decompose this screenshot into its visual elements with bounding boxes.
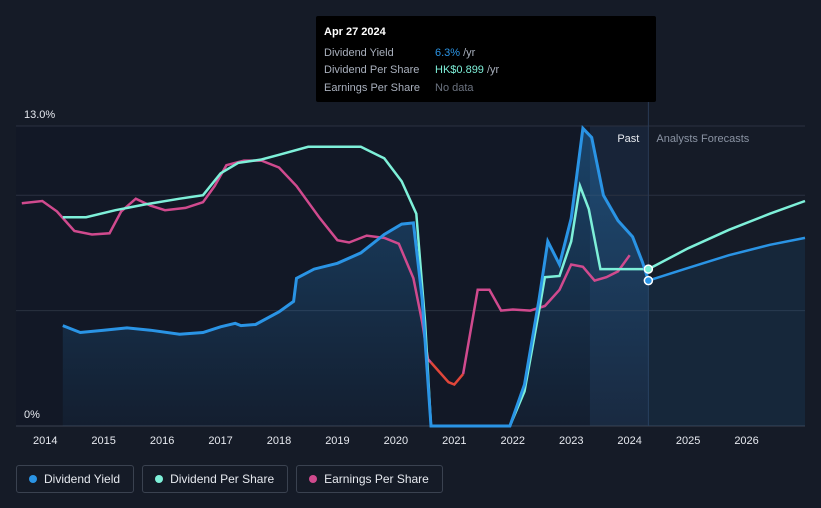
dividend-yield-area xyxy=(62,128,649,427)
tooltip-unit: /yr xyxy=(486,64,500,77)
earnings-per-share-line xyxy=(21,159,631,375)
x-tick-label: 2024 xyxy=(617,435,641,447)
x-tick-label: 2020 xyxy=(384,435,408,447)
tooltip-value: No data xyxy=(435,81,474,94)
dividend-per-share-marker[interactable] xyxy=(643,264,654,274)
y-axis-label-bottom: 0% xyxy=(24,409,40,421)
past-label: Past xyxy=(617,133,639,145)
tooltip-value: HK$0.899 xyxy=(435,64,484,77)
x-tick-label: 2014 xyxy=(33,435,57,447)
tooltip-date: Apr 27 2024 xyxy=(324,26,386,38)
chart-legend: Dividend Yield Dividend Per Share Earnin… xyxy=(16,465,443,493)
tooltip-row-dividend-yield: Dividend Yield 6.3% /yr xyxy=(324,44,648,62)
x-axis-ticks: 2014 2015 2016 2017 2018 2019 2020 2021 2022 2023… xyxy=(33,435,759,447)
dividend-yield-line xyxy=(62,124,650,428)
dividend-yield-marker[interactable] xyxy=(643,275,654,286)
x-tick-label: 2018 xyxy=(267,435,291,447)
dividend-yield-forecast-area xyxy=(648,237,805,426)
x-tick-label: 2016 xyxy=(150,435,174,447)
tooltip-row-earnings-per-share: Earnings Per Share No data xyxy=(324,79,648,97)
x-tick-label: 2015 xyxy=(91,435,115,447)
legend-dot-icon xyxy=(309,475,318,483)
tooltip-unit: /yr xyxy=(463,46,476,59)
legend-label: Dividend Per Share xyxy=(170,472,275,486)
dividend-per-share-forecast-line xyxy=(647,199,806,271)
legend-dot-icon xyxy=(29,475,37,483)
tooltip: Apr 27 2024 Dividend Yield 6.3% /yr Divi… xyxy=(316,16,656,102)
x-tick-label: 2022 xyxy=(501,435,525,447)
legend-dividend-yield[interactable]: Dividend Yield xyxy=(16,465,135,493)
legend-label: Earnings Per Share xyxy=(324,472,429,486)
legend-dividend-per-share[interactable]: Dividend Per Share xyxy=(142,465,289,493)
forecast-label: Analysts Forecasts xyxy=(656,133,749,145)
x-tick-label: 2025 xyxy=(676,435,700,447)
y-axis-label-top: 13.0% xyxy=(24,109,55,121)
tooltip-label: Dividend Yield xyxy=(324,46,394,59)
legend-label: Dividend Yield xyxy=(44,472,121,486)
legend-dot-icon xyxy=(155,475,164,483)
tooltip-value: 6.3% xyxy=(435,46,461,59)
tooltip-row-dividend-per-share: Dividend Per Share HK$0.899 /yr xyxy=(324,62,648,80)
x-tick-label: 2019 xyxy=(325,435,349,447)
x-tick-label: 2023 xyxy=(559,435,583,447)
x-tick-label: 2021 xyxy=(442,435,466,447)
tooltip-label: Dividend Per Share xyxy=(324,64,420,77)
tooltip-label: Earnings Per Share xyxy=(324,81,420,94)
legend-earnings-per-share[interactable]: Earnings Per Share xyxy=(296,465,443,493)
x-tick-label: 2017 xyxy=(208,435,232,447)
x-tick-label: 2026 xyxy=(734,435,758,447)
dividend-per-share-line xyxy=(62,145,649,428)
earnings-per-share-negative-segment xyxy=(430,361,465,386)
dividend-yield-forecast-line xyxy=(648,236,806,282)
